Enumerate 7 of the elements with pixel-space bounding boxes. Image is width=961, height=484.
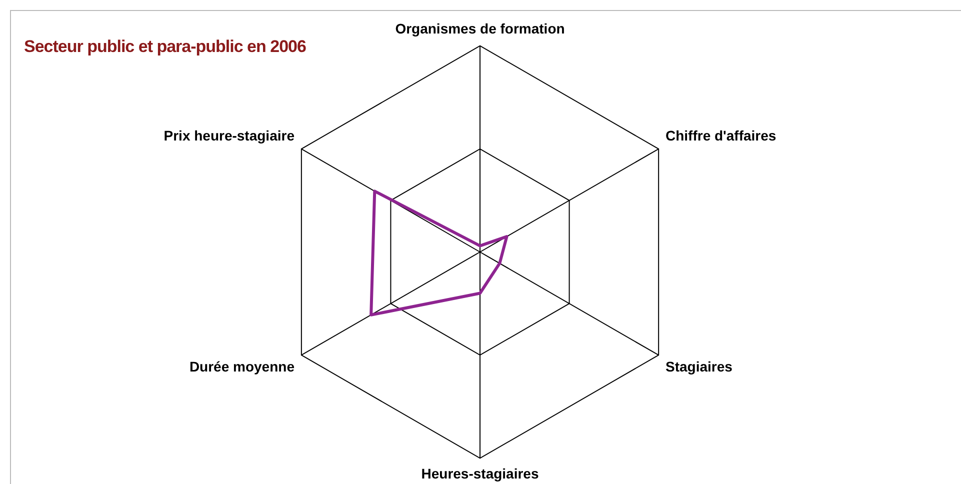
spoke-label: Organismes de formation (395, 20, 565, 36)
text: Secteur public et para-public en 2006 (24, 37, 306, 57)
spoke-label: Prix heure-stagiaire (164, 127, 295, 144)
spoke-label: Heures-stagiaires (421, 465, 539, 482)
spoke-label: Stagiaires (666, 358, 733, 374)
spoke-label: Durée moyenne (189, 358, 295, 374)
spoke-label: Chiffre d'affaires (666, 127, 776, 144)
